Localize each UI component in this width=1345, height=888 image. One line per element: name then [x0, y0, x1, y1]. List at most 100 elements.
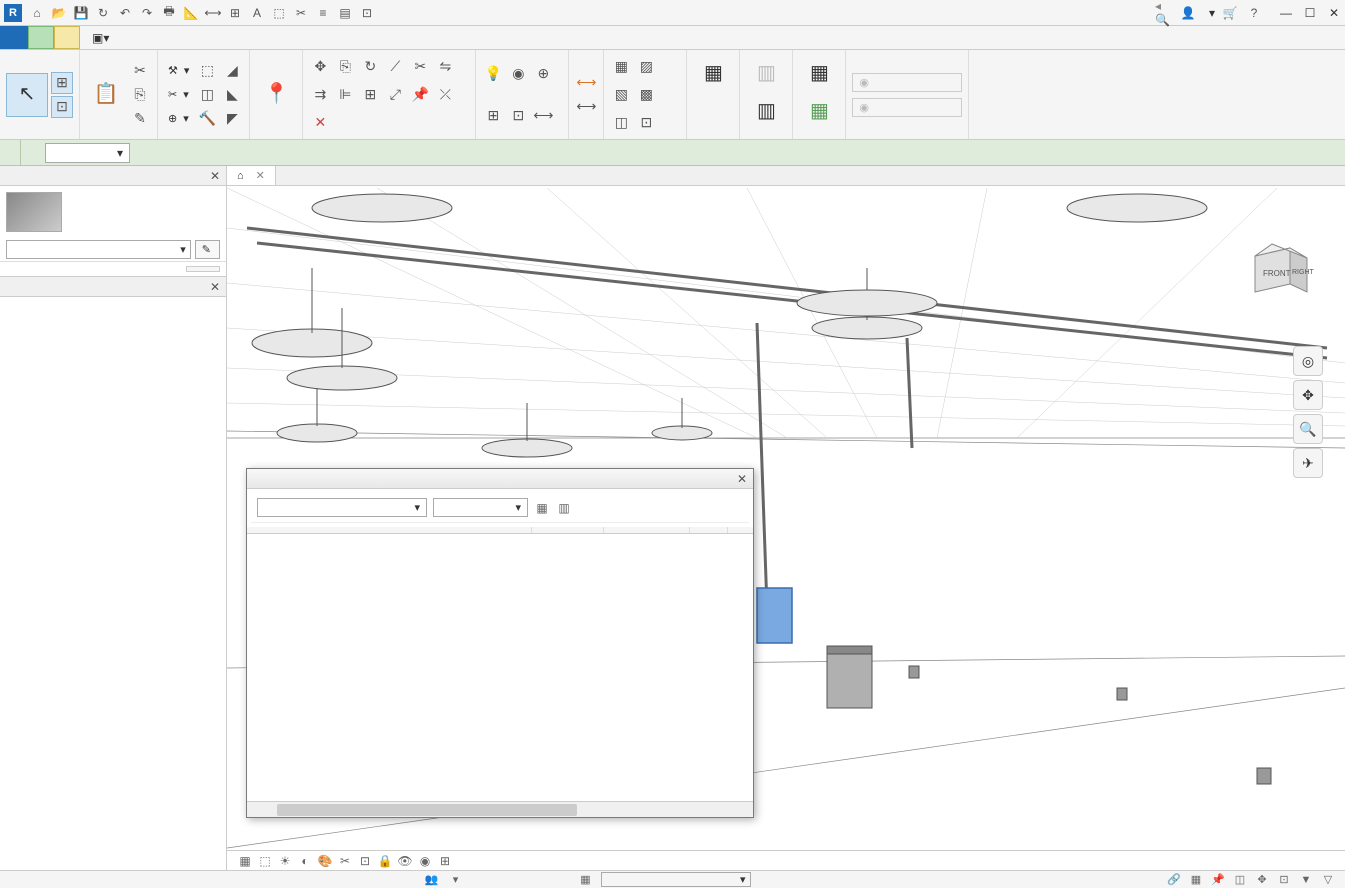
- dropdown-icon[interactable]: ▾: [1209, 6, 1215, 20]
- filter-icon[interactable]: ▼: [1297, 873, 1315, 887]
- dist-system-select[interactable]: ▾: [45, 143, 130, 163]
- move-icon[interactable]: ✥: [309, 56, 331, 78]
- project-browser-close-icon[interactable]: ✕: [210, 280, 220, 294]
- view-tab-3d[interactable]: ⌂ ✕: [227, 166, 276, 185]
- view-cube[interactable]: FRONT RIGHT: [1235, 236, 1315, 306]
- measure-icon[interactable]: 📐: [182, 4, 200, 22]
- scale-icon[interactable]: ⤢: [384, 84, 406, 106]
- cut-button[interactable]: ✂ ▾: [164, 84, 193, 106]
- select-underlay-icon[interactable]: ▦: [1187, 873, 1205, 887]
- switch-icon[interactable]: ⊡: [358, 4, 376, 22]
- print-icon[interactable]: 🖶: [160, 4, 178, 22]
- sys-hscroll[interactable]: [247, 801, 753, 817]
- crop-region-icon[interactable]: ⊡: [357, 853, 373, 869]
- system-browser-close-icon[interactable]: ✕: [737, 472, 747, 486]
- visual-style-icon[interactable]: ⬚: [257, 853, 273, 869]
- tab-electrical-circuits[interactable]: [54, 26, 80, 49]
- user-icon[interactable]: 👤: [1179, 4, 1197, 22]
- workset-icon[interactable]: 👥: [423, 873, 441, 887]
- zoom-icon[interactable]: 🔍: [1293, 414, 1323, 444]
- delete-icon[interactable]: ✕: [309, 112, 331, 134]
- view-icon-3[interactable]: ⊕: [532, 63, 554, 85]
- reveal-icon[interactable]: ◉: [417, 853, 433, 869]
- maximize-button[interactable]: ☐: [1303, 6, 1317, 20]
- edit-type-button[interactable]: ✎: [195, 240, 220, 259]
- redo-icon[interactable]: ↷: [138, 4, 156, 22]
- thin-lines-icon[interactable]: ≡: [314, 4, 332, 22]
- minimize-button[interactable]: —: [1279, 6, 1293, 20]
- notch-button[interactable]: ⚒ ▾: [164, 60, 193, 82]
- edit-work-plane-button[interactable]: ▦: [799, 54, 839, 92]
- demolish-icon[interactable]: 🔨: [196, 108, 218, 130]
- select-links-icon[interactable]: ⊞: [51, 72, 73, 94]
- join-button[interactable]: ⊕ ▾: [164, 108, 193, 130]
- text-icon[interactable]: A: [248, 4, 266, 22]
- save-icon[interactable]: 💾: [72, 4, 90, 22]
- select-face-icon[interactable]: ◫: [1231, 873, 1249, 887]
- rotate-icon[interactable]: ↻: [359, 56, 381, 78]
- view-icon-1[interactable]: 💡: [482, 63, 504, 85]
- copy-clip-icon[interactable]: ⎘: [129, 84, 151, 106]
- orbit-icon[interactable]: ✈: [1293, 448, 1323, 478]
- geom-icon-3[interactable]: ◤: [221, 108, 243, 130]
- properties-close-icon[interactable]: ✕: [210, 169, 220, 183]
- lock-icon[interactable]: 🔒: [377, 853, 393, 869]
- system-browser-title-bar[interactable]: ✕: [247, 469, 753, 489]
- tab-modify-electrical[interactable]: [28, 26, 54, 49]
- tag-icon[interactable]: ⊞: [226, 4, 244, 22]
- main-model-select[interactable]: ▾: [601, 872, 751, 887]
- unpin-icon[interactable]: ⤫: [434, 84, 456, 106]
- create-icon-2[interactable]: ▨: [635, 56, 657, 78]
- mirror-icon[interactable]: ⇋: [434, 56, 456, 78]
- sync-icon[interactable]: ↻: [94, 4, 112, 22]
- background-icon[interactable]: ⊡: [1275, 873, 1293, 887]
- dim2-icon[interactable]: ⟷: [575, 96, 597, 118]
- copy-icon[interactable]: ⎘: [334, 56, 356, 78]
- activate-button[interactable]: 📍: [256, 76, 296, 114]
- dim-icon[interactable]: ⟷: [575, 72, 597, 94]
- create-icon-3[interactable]: ▧: [610, 84, 632, 106]
- col-space-number[interactable]: [604, 527, 690, 533]
- discipline-select[interactable]: ▾: [433, 498, 528, 517]
- pick-new-button[interactable]: ▦: [799, 92, 839, 130]
- pan-icon[interactable]: ✥: [1293, 380, 1323, 410]
- 3d-icon[interactable]: ⬚: [270, 4, 288, 22]
- view-tab-close-icon[interactable]: ✕: [256, 169, 265, 182]
- open-icon[interactable]: 📂: [50, 4, 68, 22]
- create-icon-6[interactable]: ⊡: [635, 112, 657, 134]
- array-icon[interactable]: ⊞: [359, 84, 381, 106]
- wall-opening-icon[interactable]: ⬚: [196, 60, 218, 82]
- select-pinned-icon[interactable]: ⊡: [51, 96, 73, 118]
- category-select[interactable]: ▾: [6, 240, 191, 259]
- design-options-icon[interactable]: ▦: [577, 873, 595, 887]
- systems-view-select[interactable]: ▾: [257, 498, 427, 517]
- col-systems[interactable]: [247, 527, 532, 533]
- crop-icon[interactable]: ✂: [337, 853, 353, 869]
- drag-icon[interactable]: ✥: [1253, 873, 1271, 887]
- geom-icon-1[interactable]: ◢: [221, 60, 243, 82]
- sys-icon-1[interactable]: ▦: [534, 500, 550, 516]
- view-icon-5[interactable]: ⊡: [507, 105, 529, 127]
- detail-level-icon[interactable]: ▦: [237, 853, 253, 869]
- undo-icon[interactable]: ↶: [116, 4, 134, 22]
- shadows-icon[interactable]: ◐: [297, 853, 313, 869]
- temp-hide-icon[interactable]: 👁: [397, 853, 413, 869]
- search-icon[interactable]: ◂ 🔍: [1155, 4, 1173, 22]
- dimension-icon[interactable]: ⟷: [204, 4, 222, 22]
- offset-icon[interactable]: ⇉: [309, 84, 331, 106]
- split-icon[interactable]: ✂: [409, 56, 431, 78]
- edit-family-button[interactable]: ▦: [693, 54, 733, 92]
- split-face-icon[interactable]: ◫: [196, 84, 218, 106]
- render-icon[interactable]: 🎨: [317, 853, 333, 869]
- create-panel-schedules-button[interactable]: ▥: [746, 54, 786, 92]
- selection-count-icon[interactable]: ▽: [1319, 873, 1337, 887]
- constraints-icon[interactable]: ⊞: [437, 853, 453, 869]
- select-pinned-status-icon[interactable]: 📌: [1209, 873, 1227, 887]
- sun-path-icon[interactable]: ☀: [277, 853, 293, 869]
- ribbon-toggle-icon[interactable]: ▣▾: [80, 26, 121, 49]
- apply-button[interactable]: [186, 266, 220, 272]
- cart-icon[interactable]: 🛒: [1221, 4, 1239, 22]
- edit-panel-schedule-button[interactable]: ▥: [746, 92, 786, 130]
- align-icon[interactable]: ⊫: [334, 84, 356, 106]
- col-load[interactable]: [690, 527, 728, 533]
